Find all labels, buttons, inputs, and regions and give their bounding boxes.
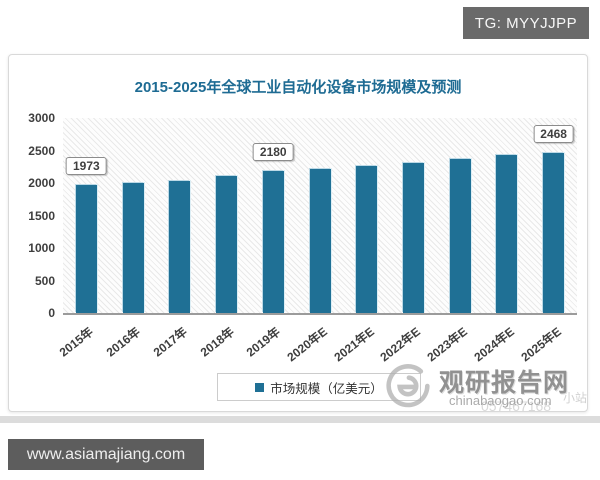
data-label-2025年E: 2468 (533, 124, 574, 143)
bar-2015年 (75, 184, 97, 313)
watermark-overlay-suffix: 小站 (563, 391, 588, 405)
chart-panel: 2015-2025年全球工业自动化设备市场规模及预测 市场规模（亿美元） 观研报… (8, 54, 588, 414)
legend-marker-swatch (255, 382, 265, 392)
bar-2016年 (122, 182, 144, 313)
chart-title: 2015-2025年全球工业自动化设备市场规模及预测 (134, 79, 462, 96)
bar-2017年 (169, 180, 191, 313)
site-watermark: 观研报告网 chinabaogao.com 057467168 小站 (377, 353, 588, 414)
y-tick-1500: 1500 (28, 208, 55, 223)
y-tick-500: 500 (34, 273, 55, 288)
footer-url-text: www.asiamajiang.com (26, 445, 186, 463)
bar-2024年E (496, 155, 518, 313)
bar-2025年E (543, 152, 565, 313)
divider-strip (0, 416, 600, 423)
watermark-overlay-digits: 057467168 (481, 398, 552, 414)
bar-2019年 (262, 171, 284, 313)
legend-series-label: 市场规模（亿美元） (270, 381, 383, 396)
bar-2020年E (309, 168, 331, 313)
y-tick-2500: 2500 (28, 143, 55, 158)
tg-contact-badge: TG: MYYJJPP (463, 7, 589, 39)
y-tick-2000: 2000 (28, 176, 55, 190)
bar-2021年E (356, 165, 378, 313)
bar-2022年E (402, 162, 424, 313)
watermark-logo-icon (386, 364, 430, 408)
footer-url-badge: www.asiamajiang.com (8, 439, 204, 470)
plot-area (63, 118, 577, 315)
y-tick-3000: 3000 (28, 111, 55, 125)
y-tick-0: 0 (48, 306, 55, 320)
watermark-site-domain: chinabaogao.com (449, 393, 552, 408)
bar-2023年E (449, 158, 471, 313)
y-tick-1000: 1000 (28, 241, 55, 255)
bar-2018年 (216, 176, 238, 313)
tg-contact-text: TG: MYYJJPP (474, 14, 578, 32)
watermark-site-name: 观研报告网 (439, 369, 570, 397)
data-label-2015年: 1973 (66, 156, 107, 175)
data-label-2019年: 2180 (252, 143, 294, 162)
